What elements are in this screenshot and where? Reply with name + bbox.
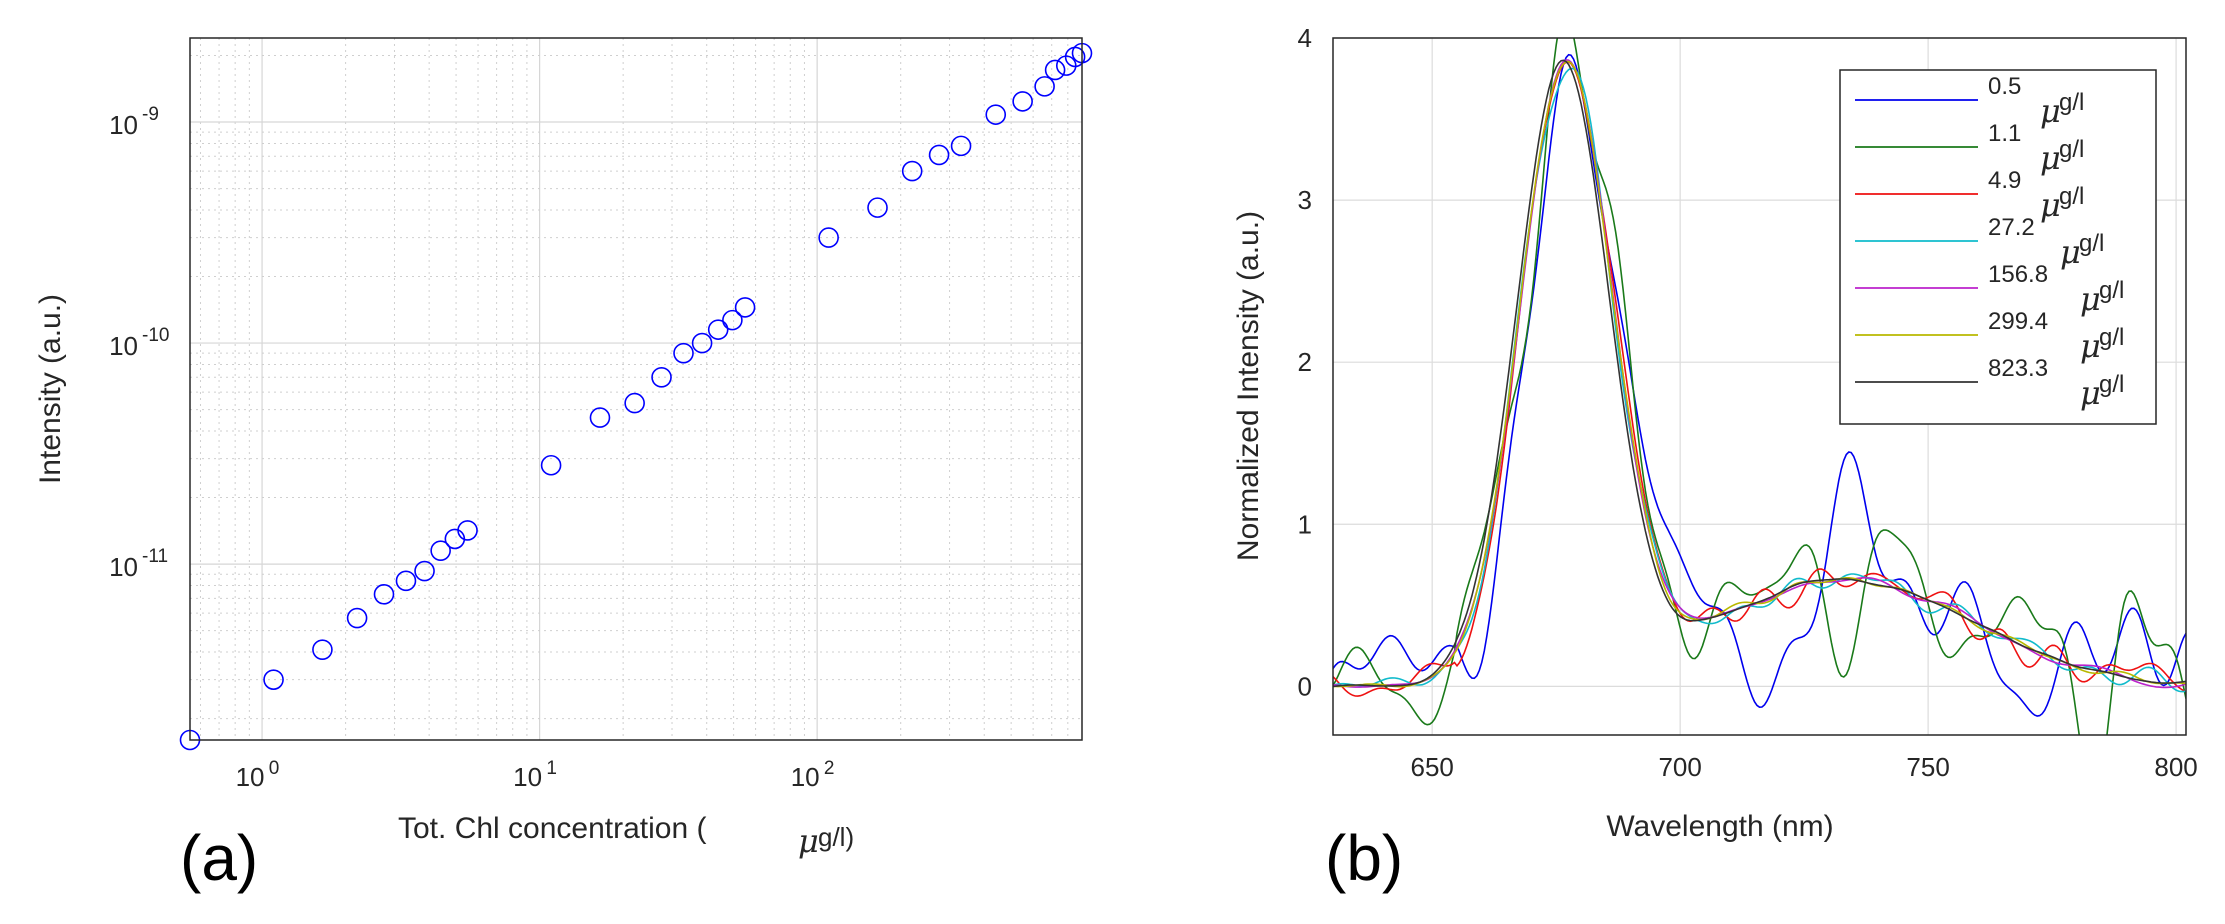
data-point [734, 297, 756, 318]
y-axis-label-b: Normalized Intensity (a.u.) [1232, 211, 1265, 561]
legend-label: 299.4 [1988, 308, 2048, 335]
legend-unit: g/l [2059, 89, 2084, 116]
data-point [589, 407, 611, 428]
y-tick-exponent: -11 [142, 546, 168, 567]
plot-area-a [190, 38, 1082, 740]
data-point [867, 197, 888, 218]
legend-unit-mu: μ [2040, 139, 2061, 177]
data-point [414, 560, 435, 582]
x-tick-label: 750 [1906, 752, 1949, 782]
tick-labels-b: 650 700 750 800 0 1 2 3 4 [1298, 23, 2198, 782]
x-tick-label: 700 [1658, 752, 1701, 782]
x-tick-label: 10 [513, 762, 542, 792]
legend-unit-mu: μ [2080, 374, 2101, 412]
y-tick-label: 10 [109, 552, 138, 582]
panel-label-a: (a) [180, 822, 258, 894]
x-tick-label: 10 [791, 762, 820, 792]
data-point [985, 104, 1007, 125]
panel-b: 650 700 750 800 0 1 2 3 4 Wavelength (nm) Normal… [1232, 23, 2198, 894]
data-point [430, 540, 451, 561]
data-point [950, 135, 972, 157]
series-line-823.3 [1333, 59, 2186, 688]
x-tick-exponent: 2 [824, 758, 835, 779]
panel-label-b: (b) [1325, 822, 1403, 894]
legend-unit-mu: μ [2060, 233, 2081, 271]
legend-box [1839, 69, 2157, 425]
y-tick-label: 10 [109, 110, 138, 140]
grid-a [190, 38, 1083, 740]
legend-unit-mu: μ [2040, 186, 2061, 224]
data-point [818, 227, 839, 248]
x-axis-unit-mu-a: μ [798, 822, 819, 860]
series-line-0.5 [1333, 53, 2186, 717]
y-tick-label: 1 [1298, 509, 1312, 539]
x-tick-label: 800 [2154, 752, 2197, 782]
data-point [312, 639, 333, 660]
legend-unit-mu: μ [2080, 280, 2101, 318]
legend-unit: g/l [2079, 230, 2104, 257]
data-point [722, 309, 743, 331]
legend: 0.5μg/l1.1μg/l4.9μg/l27.2μg/l156.8μg/l29… [1839, 69, 2157, 425]
data-point [373, 583, 395, 605]
y-tick-label: 10 [109, 331, 138, 361]
data-point [707, 319, 729, 340]
x-axis-unit-a: g/l) [818, 822, 854, 852]
data-point [673, 342, 694, 364]
x-tick-exponent: 0 [269, 758, 280, 779]
legend-unit: g/l [2099, 324, 2124, 351]
data-point [395, 570, 417, 592]
legend-unit: g/l [2059, 183, 2084, 210]
data-point [901, 160, 923, 182]
series-line-299.4 [1333, 60, 2186, 688]
data-point [691, 332, 713, 354]
legend-unit: g/l [2059, 136, 2084, 163]
axes-frame-b [1332, 37, 2187, 736]
y-tick-label: 3 [1298, 185, 1312, 215]
x-tick-label: 10 [236, 762, 265, 792]
legend-label: 0.5 [1988, 73, 2021, 100]
y-tick-label: 0 [1298, 671, 1312, 701]
legend-unit: g/l [2099, 371, 2124, 398]
series-line-27.2 [1333, 67, 2186, 693]
series-line-4.9 [1333, 61, 2186, 697]
axes-frame-a [189, 37, 1083, 741]
legend-unit: g/l [2099, 277, 2124, 304]
data-point [540, 454, 562, 476]
legend-label: 4.9 [1988, 167, 2021, 194]
legend-unit-mu: μ [2080, 327, 2101, 365]
x-axis-label-b: Wavelength (nm) [1606, 810, 1833, 843]
scatter-points-a [179, 42, 1093, 751]
legend-unit-mu: μ [2040, 92, 2061, 130]
data-point [651, 367, 672, 388]
data-point [624, 392, 645, 414]
legend-label: 156.8 [1988, 261, 2048, 288]
legend-label: 27.2 [1988, 214, 2035, 241]
data-point [1012, 91, 1033, 112]
y-tick-exponent: -9 [142, 104, 159, 125]
y-tick-exponent: -10 [142, 325, 169, 346]
data-point [263, 669, 284, 690]
data-point [346, 607, 368, 629]
y-tick-label: 2 [1298, 347, 1312, 377]
spectra-lines-b [1333, 38, 2186, 735]
x-tick-exponent: 1 [546, 758, 557, 779]
legend-label: 823.3 [1988, 355, 2048, 382]
data-point [1044, 59, 1066, 81]
legend-label: 1.1 [1988, 120, 2021, 147]
x-tick-label: 650 [1410, 752, 1453, 782]
x-axis-label-a: Tot. Chl concentration ( [398, 812, 706, 845]
data-point [1034, 76, 1055, 97]
data-point [457, 520, 478, 541]
y-axis-label-a: Intensity (a.u.) [34, 294, 67, 484]
data-point [928, 144, 950, 166]
y-tick-label: 4 [1298, 23, 1312, 53]
